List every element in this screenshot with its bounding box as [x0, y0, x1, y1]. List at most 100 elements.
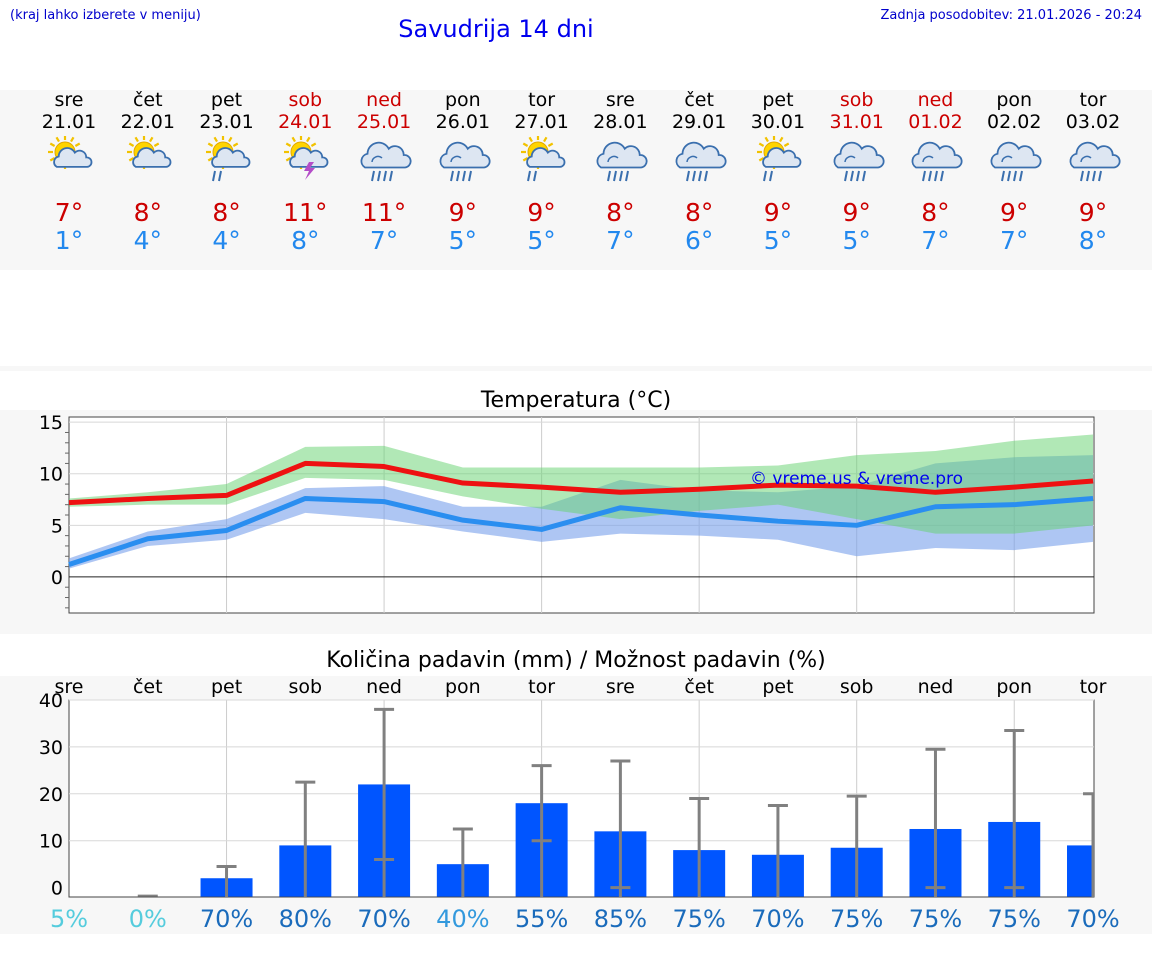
rain-probability: 80%: [279, 905, 332, 933]
sun-ray: [783, 142, 790, 147]
rain-probability: 0%: [129, 905, 167, 933]
rain-day-label: čet: [133, 676, 163, 698]
rain-drop: [1092, 170, 1096, 182]
rain-drop: [613, 170, 618, 182]
rain-day-label: pet: [762, 676, 793, 698]
sun-ray: [128, 142, 134, 147]
cloud-shape: [990, 141, 1042, 169]
temp-max: 11°: [283, 198, 328, 227]
temp-min: 5°: [448, 226, 478, 255]
cloud-rain-icon: [439, 141, 491, 182]
rain-drop: [692, 170, 697, 182]
temp-max: 8°: [606, 198, 635, 227]
sun-ray: [207, 157, 213, 162]
day-date: 23.01: [199, 111, 254, 133]
day-date: 27.01: [514, 111, 569, 133]
temp-ytick-label: 10: [39, 464, 63, 486]
forecast-day: čet 22.01: [108, 89, 188, 133]
temp-min: 7°: [1000, 226, 1029, 255]
cloud-shape: [833, 141, 885, 169]
temp-min: 5°: [842, 226, 871, 255]
rain-drop: [1007, 170, 1012, 182]
rain-ytick-label: 30: [39, 737, 63, 759]
cloud-detail: [843, 155, 856, 163]
rain-ytick-label: 10: [39, 831, 63, 853]
sun-ray: [128, 157, 134, 162]
day-date: 31.01: [829, 111, 884, 133]
day-name: ned: [917, 89, 954, 111]
sun-ray: [528, 136, 533, 143]
sun-ray: [522, 157, 528, 162]
temp-min: 5°: [527, 226, 556, 255]
cloud-shape: [596, 141, 648, 169]
day-name: čet: [684, 89, 714, 111]
sun-cloud-icon: [126, 136, 172, 169]
rain-bar: [1067, 845, 1094, 897]
cloud-rain-icon: [675, 141, 727, 182]
rain-drop: [768, 170, 773, 182]
rain-drop: [1001, 170, 1006, 182]
temperature-chart: 0 5 10 15 © vreme.us & vreme.pro: [39, 412, 1095, 614]
cloud-detail: [371, 155, 383, 163]
rain-drop: [449, 170, 454, 182]
cloud-detail: [450, 155, 462, 163]
sun-cloud-storm-icon: [284, 136, 329, 180]
forecast-day: tor 03.02: [1053, 89, 1133, 133]
temp-min: 4°: [212, 226, 241, 255]
rain-drop: [1098, 170, 1102, 182]
cloud-rain-icon: [990, 141, 1042, 182]
cloud-rain-icon: [912, 141, 963, 182]
rain-drop: [704, 170, 709, 182]
rain-drop: [455, 170, 460, 182]
rain-chart-title: Količina padavin (mm) / Možnost padavin …: [326, 648, 826, 673]
location-hint: (kraj lahko izberete v meniju): [10, 8, 201, 23]
rain-probability: 75%: [909, 905, 962, 933]
rain-drop: [625, 170, 630, 182]
sun-ray: [291, 136, 297, 143]
day-name: sre: [54, 89, 84, 111]
max-temp-range-band: [69, 434, 1094, 534]
day-name: pon: [996, 89, 1033, 111]
day-date: 28.01: [593, 111, 648, 133]
rain-drop: [619, 170, 624, 182]
day-date: 02.02: [987, 111, 1042, 133]
cloud-shape: [360, 141, 412, 169]
day-name: pet: [762, 89, 794, 111]
sun-ray: [55, 136, 60, 143]
forecast-day: pon 02.02: [974, 89, 1054, 133]
day-date: 03.02: [1065, 111, 1121, 133]
temp-max: 9°: [1078, 198, 1108, 227]
rain-day-label: čet: [684, 676, 714, 698]
sun-ray: [764, 136, 769, 143]
rain-drop: [467, 170, 472, 182]
rain-drop: [861, 170, 866, 182]
rain-day-label: sre: [606, 676, 635, 698]
cloud-detail: [1001, 155, 1013, 163]
cloud-shape: [912, 141, 963, 169]
temp-min: 4°: [133, 226, 162, 255]
rain-probability: 85%: [594, 905, 647, 933]
day-date: 25.01: [356, 111, 412, 133]
temp-min: 5°: [763, 226, 793, 255]
sun-ray: [207, 142, 213, 147]
sun-ray: [311, 142, 317, 147]
rain-probability: 75%: [830, 905, 883, 933]
rain-drop: [843, 170, 848, 182]
sun-ray: [148, 136, 154, 143]
sun-cloud-rain-icon: [756, 136, 802, 182]
cloud-detail: [686, 155, 698, 163]
rain-drop: [383, 170, 388, 182]
sun-ray: [213, 136, 218, 143]
max-temp-line: [68, 460, 1094, 506]
sun-ray: [522, 142, 528, 147]
day-name: pon: [444, 89, 481, 111]
day-name: sre: [605, 89, 635, 111]
rain-day-label: pon: [445, 676, 481, 698]
cloud-rain-icon: [596, 141, 648, 182]
cloud-shape: [675, 141, 727, 169]
lightning-bolt: [304, 162, 316, 180]
rain-day-label: tor: [1080, 676, 1107, 698]
day-date: 01.02: [908, 111, 963, 133]
rain-probability: 70%: [1066, 905, 1119, 933]
temp-max: 9°: [842, 198, 871, 227]
